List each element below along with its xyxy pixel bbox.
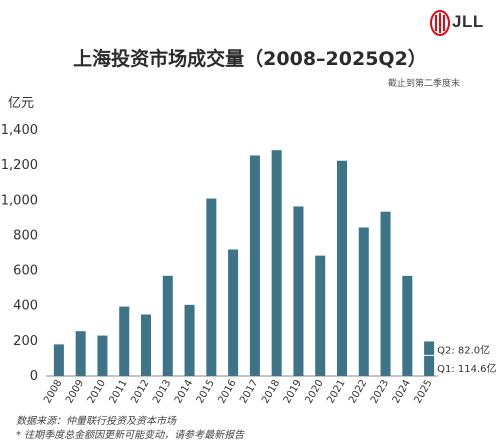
x-tick-label: 2018 bbox=[260, 378, 282, 406]
x-tick-label: 2015 bbox=[195, 378, 217, 406]
x-tick-label: 2021 bbox=[325, 378, 347, 406]
chart-subtitle: 截止到第二季度末 bbox=[387, 79, 460, 89]
jll-logo-mark-icon bbox=[430, 10, 450, 36]
x-tick-label: 2025 bbox=[412, 378, 434, 406]
bar-2025-q1 bbox=[424, 355, 435, 376]
x-tick-label: 2016 bbox=[216, 378, 238, 406]
chart-title: 上海投资市场成交量（2008–2025Q2） bbox=[73, 48, 427, 70]
y-tick-label: 600 bbox=[13, 264, 38, 279]
footnote: * 往期季度总金额因更新可能变动，请参考最新报告 bbox=[16, 430, 245, 441]
y-tick-label: 200 bbox=[13, 334, 38, 349]
bar-2023 bbox=[380, 211, 391, 376]
source-note: 数据来源：仲量联行投资及资本市场 bbox=[16, 416, 176, 427]
bar-2015 bbox=[206, 198, 217, 376]
bar-2011 bbox=[119, 306, 130, 376]
x-tick-label: 2013 bbox=[151, 378, 173, 406]
bar-2014 bbox=[184, 304, 195, 376]
x-tick-label: 2014 bbox=[173, 378, 195, 406]
bar-2017 bbox=[249, 155, 260, 376]
x-tick-label: 2009 bbox=[64, 378, 86, 406]
x-tick-label: 2012 bbox=[129, 378, 151, 406]
y-tick-label: 0 bbox=[30, 369, 38, 384]
y-tick-label: 1,400 bbox=[1, 123, 38, 138]
bar-2016 bbox=[228, 249, 239, 376]
x-tick-label: 2011 bbox=[108, 378, 130, 406]
x-tick-label: 2010 bbox=[86, 378, 108, 406]
x-tick-label: 2008 bbox=[42, 378, 64, 406]
x-tick-label: 2022 bbox=[347, 378, 369, 406]
y-tick-label: 400 bbox=[13, 299, 38, 314]
x-tick-label: 2024 bbox=[391, 378, 413, 406]
bar-2021 bbox=[336, 160, 348, 376]
x-tick-label: 2019 bbox=[282, 378, 304, 406]
bar-2025-q2 bbox=[424, 341, 435, 355]
bar-2013 bbox=[162, 275, 173, 376]
x-tick-label: 2023 bbox=[369, 378, 391, 406]
bar-2012 bbox=[140, 314, 152, 376]
bar-2009 bbox=[75, 331, 86, 376]
x-tick-label: 2020 bbox=[304, 378, 326, 406]
bar-2022 bbox=[358, 227, 369, 376]
x-tick-label: 2017 bbox=[238, 378, 260, 406]
y-tick-label: 1,200 bbox=[1, 158, 38, 173]
bar-2020 bbox=[315, 255, 326, 376]
bar-2010 bbox=[97, 335, 108, 376]
bar-2024 bbox=[402, 275, 413, 376]
y-axis-unit: 亿元 bbox=[8, 96, 35, 111]
brand-name: JLL bbox=[452, 12, 484, 31]
bar-2008 bbox=[53, 344, 64, 376]
jll-logo: JLL bbox=[430, 10, 494, 36]
bar-2018 bbox=[271, 150, 282, 376]
data-label-q1: Q1: 114.6亿 bbox=[437, 362, 496, 375]
y-tick-label: 1,000 bbox=[1, 193, 38, 208]
data-label-q2: Q2: 82.0亿 bbox=[437, 343, 490, 356]
bar-2019 bbox=[293, 206, 304, 376]
y-tick-label: 800 bbox=[13, 228, 38, 243]
